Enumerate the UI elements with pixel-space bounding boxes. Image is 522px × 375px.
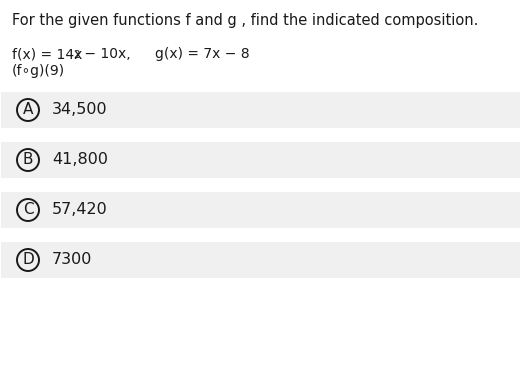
Circle shape	[17, 199, 39, 221]
Text: g(x) = 7x − 8: g(x) = 7x − 8	[155, 47, 250, 61]
Text: A: A	[23, 102, 33, 117]
Text: D: D	[22, 252, 34, 267]
Text: f(x) = 14x: f(x) = 14x	[12, 47, 82, 61]
FancyBboxPatch shape	[1, 92, 520, 128]
FancyBboxPatch shape	[1, 142, 520, 178]
Text: − 10x,: − 10x,	[80, 47, 130, 61]
Text: (f∘g)(9): (f∘g)(9)	[12, 64, 65, 78]
FancyBboxPatch shape	[1, 192, 520, 228]
Text: For the given functions f and g , find the indicated composition.: For the given functions f and g , find t…	[12, 13, 478, 28]
Text: 7300: 7300	[52, 252, 92, 267]
Text: B: B	[23, 153, 33, 168]
FancyBboxPatch shape	[1, 242, 520, 278]
Text: C: C	[22, 202, 33, 217]
Circle shape	[17, 149, 39, 171]
Circle shape	[17, 249, 39, 271]
Circle shape	[17, 99, 39, 121]
Text: 34,500: 34,500	[52, 102, 108, 117]
Text: 2: 2	[73, 50, 80, 60]
Text: 41,800: 41,800	[52, 153, 108, 168]
Text: 57,420: 57,420	[52, 202, 108, 217]
